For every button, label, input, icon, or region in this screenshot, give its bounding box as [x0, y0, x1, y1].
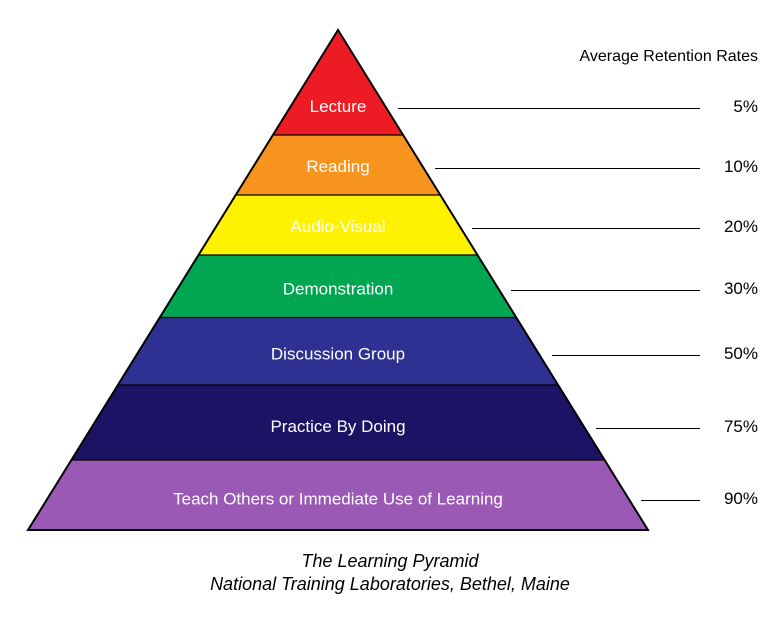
leader-line: [552, 355, 701, 356]
retention-percent: 30%: [703, 279, 758, 299]
leader-line: [472, 228, 700, 229]
pyramid-slice: [273, 30, 403, 135]
pyramid-svg: Lecture Reading Audio-Visual Demonstration D…: [0, 0, 780, 621]
retention-percent: 75%: [703, 417, 758, 437]
pyramid-slice-label: Audio-Visual: [290, 217, 385, 236]
pyramid-slice-label: Lecture: [310, 97, 367, 116]
caption-subtitle: National Training Laboratories, Bethel, …: [0, 573, 780, 596]
leader-line: [641, 500, 700, 501]
leader-line: [511, 290, 700, 291]
retention-percent: 50%: [703, 344, 758, 364]
learning-pyramid-canvas: Lecture Reading Audio-Visual Demonstration D…: [0, 0, 780, 621]
retention-percent: 5%: [703, 97, 758, 117]
leader-line: [398, 108, 700, 109]
caption-title: The Learning Pyramid: [0, 550, 780, 573]
retention-header: Average Retention Rates: [580, 48, 758, 66]
leader-line: [596, 428, 700, 429]
pyramid-slice-label: Demonstration: [283, 279, 394, 298]
retention-percent: 10%: [703, 157, 758, 177]
retention-percent: 20%: [703, 217, 758, 237]
pyramid-slice-label: Teach Others or Immediate Use of Learnin…: [173, 489, 503, 508]
pyramid-slice-label: Reading: [306, 157, 369, 176]
pyramid-slice-label: Practice By Doing: [270, 417, 405, 436]
caption-block: The Learning Pyramid National Training L…: [0, 550, 780, 597]
leader-line: [435, 168, 700, 169]
pyramid-slice-label: Discussion Group: [271, 344, 405, 363]
retention-percent: 90%: [703, 489, 758, 509]
